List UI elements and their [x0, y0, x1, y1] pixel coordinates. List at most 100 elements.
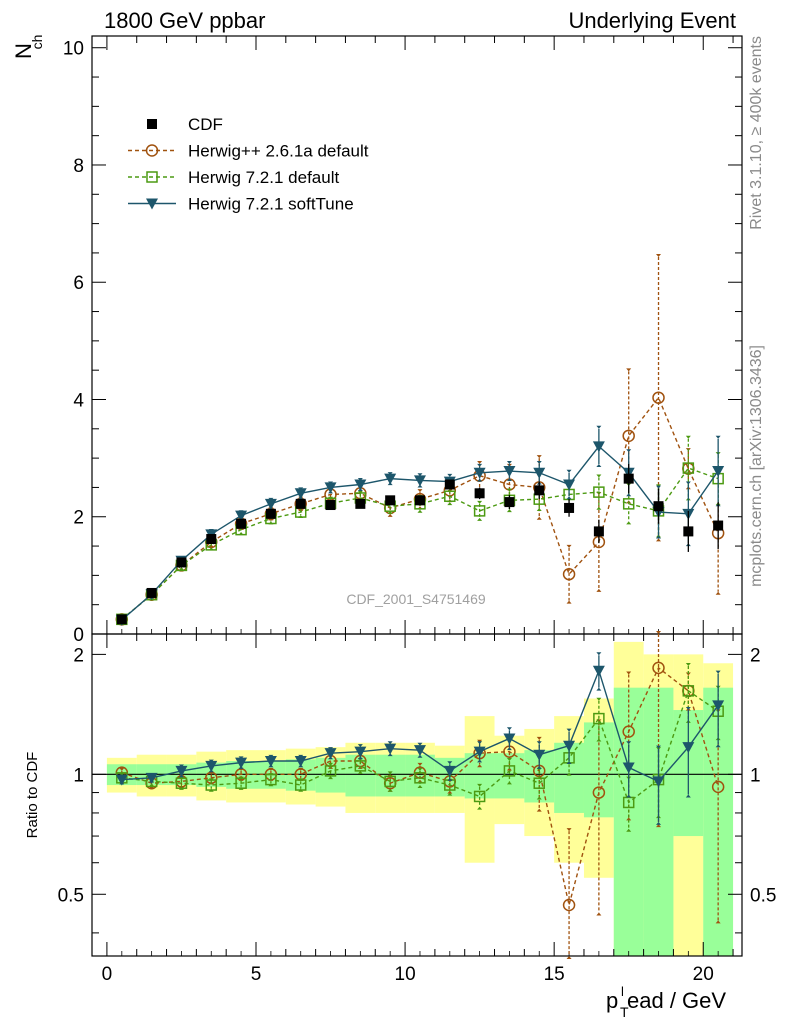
- main-point: [473, 505, 486, 517]
- ratio-error-cap-top: [536, 741, 542, 745]
- main-error-cap-bottom: [596, 588, 602, 592]
- ratio-error-cap-top: [119, 773, 125, 777]
- main-error-cap-top: [477, 500, 483, 504]
- main-y-tick-label: 4: [73, 390, 84, 411]
- ratio-point: [384, 743, 397, 755]
- ratio-point: [563, 740, 576, 752]
- ratio-y-tick-label: 2: [73, 645, 84, 666]
- ratio-point: [593, 712, 605, 725]
- ratio-error-cap-bottom: [477, 764, 483, 768]
- ratio-error-cap-top: [685, 707, 691, 711]
- ratio-error-cap-bottom: [387, 788, 393, 792]
- ratio-series-line: [121, 689, 719, 804]
- ratio-error-cap-bottom: [536, 765, 542, 769]
- ratio-error-cap-bottom: [715, 744, 721, 748]
- main-point: [564, 502, 575, 513]
- ratio-error-cap-bottom: [685, 794, 691, 798]
- main-point: [713, 520, 724, 531]
- main-error-cap-top: [626, 449, 632, 453]
- ratio-error-cap-bottom: [417, 785, 423, 789]
- header-right: Underlying Event: [568, 8, 736, 33]
- main-y-tick-label: 8: [73, 156, 84, 177]
- main-error-cap-bottom: [447, 502, 453, 506]
- ratio-point: [413, 745, 426, 757]
- ratio-error-cap-bottom: [536, 808, 542, 812]
- main-error-cap-top: [447, 473, 453, 477]
- main-error-cap-bottom: [626, 521, 632, 525]
- main-point: [146, 587, 157, 598]
- main-error-cap-top: [685, 481, 691, 485]
- main-error-cap-bottom: [536, 516, 542, 520]
- ratio-error-cap-bottom: [357, 756, 363, 760]
- ratio-error-cap-bottom: [477, 759, 483, 763]
- main-error-cap-bottom: [626, 493, 632, 497]
- main-error-cap-bottom: [566, 600, 572, 604]
- ratio-error-cap-top: [417, 742, 423, 746]
- ratio-point: [264, 756, 277, 768]
- main-point: [354, 479, 367, 491]
- main-series-herwigpp: [115, 254, 725, 626]
- main-point: [592, 441, 605, 453]
- ratio-error-cap-top: [626, 671, 632, 675]
- ratio-error-cap-top: [596, 652, 602, 656]
- main-point: [563, 479, 576, 491]
- main-error-cap-bottom: [417, 509, 423, 513]
- ratio-point: [473, 790, 486, 803]
- main-y-tick-label: 10: [63, 39, 84, 60]
- ratio-error-cap-top: [506, 727, 512, 731]
- main-error-cap-bottom: [477, 478, 483, 482]
- main-point: [444, 479, 455, 490]
- main-error-cap-top: [417, 489, 423, 493]
- main-point: [295, 498, 306, 509]
- ratio-error-cap-bottom: [506, 781, 512, 785]
- main-point: [683, 526, 694, 537]
- x-tick-label: 0: [102, 964, 113, 985]
- ratio-point: [235, 757, 248, 769]
- ratio-plot-frame: [91, 633, 743, 957]
- main-error-cap-top: [626, 368, 632, 372]
- legend-label: Herwig 7.2.1 default: [188, 168, 339, 187]
- main-error-cap-top: [536, 455, 542, 459]
- main-series-line: [121, 467, 719, 620]
- ratio-y-tick-label-right: 1: [750, 765, 761, 786]
- legend-entry-cdf: CDF: [147, 115, 223, 134]
- main-error-cap-top: [596, 474, 602, 478]
- main-error-cap-top: [566, 544, 572, 548]
- ratio-error-cap-top: [328, 762, 334, 766]
- header-left: 1800 GeV ppbar: [104, 8, 265, 33]
- ratio-point: [503, 733, 516, 745]
- main-error-cap-bottom: [178, 567, 184, 571]
- main-y-tick-label: 2: [73, 508, 84, 529]
- main-error-cap-bottom: [477, 517, 483, 521]
- ratio-point: [205, 779, 218, 791]
- main-point: [116, 614, 127, 625]
- ratio-point: [533, 749, 546, 761]
- analysis-watermark: CDF_2001_S4751469: [346, 591, 486, 607]
- ratio-point: [115, 774, 128, 786]
- ratio-error-cap-top: [477, 783, 483, 787]
- main-error-cap-bottom: [656, 538, 662, 542]
- main-point: [622, 429, 635, 443]
- main-point: [623, 473, 634, 484]
- ratio-error-cap-bottom: [447, 790, 453, 794]
- main-error-cap-top: [566, 469, 572, 473]
- ratio-error-cap-bottom: [626, 817, 632, 821]
- ratio-point: [652, 776, 665, 788]
- main-error-cap-bottom: [536, 507, 542, 511]
- ratio-point: [324, 765, 337, 777]
- ratio-point: [384, 775, 396, 788]
- ratio-error-cap-bottom: [715, 920, 721, 924]
- x-tick-label: 15: [544, 964, 565, 985]
- main-point: [325, 500, 336, 511]
- main-error-cap-top: [506, 488, 512, 492]
- main-error-cap-bottom: [566, 496, 572, 500]
- ratio-error-cap-bottom: [656, 824, 662, 828]
- ratio-error-cap-top: [596, 697, 602, 701]
- ratio-point: [682, 742, 695, 754]
- ratio-error-cap-bottom: [506, 747, 512, 751]
- ratio-point: [175, 777, 188, 789]
- main-error-cap-top: [596, 425, 602, 429]
- ratio-y-tick-label-right: 2: [750, 645, 761, 666]
- legend-entry-herwigpp: Herwig++ 2.6.1a default: [128, 142, 369, 161]
